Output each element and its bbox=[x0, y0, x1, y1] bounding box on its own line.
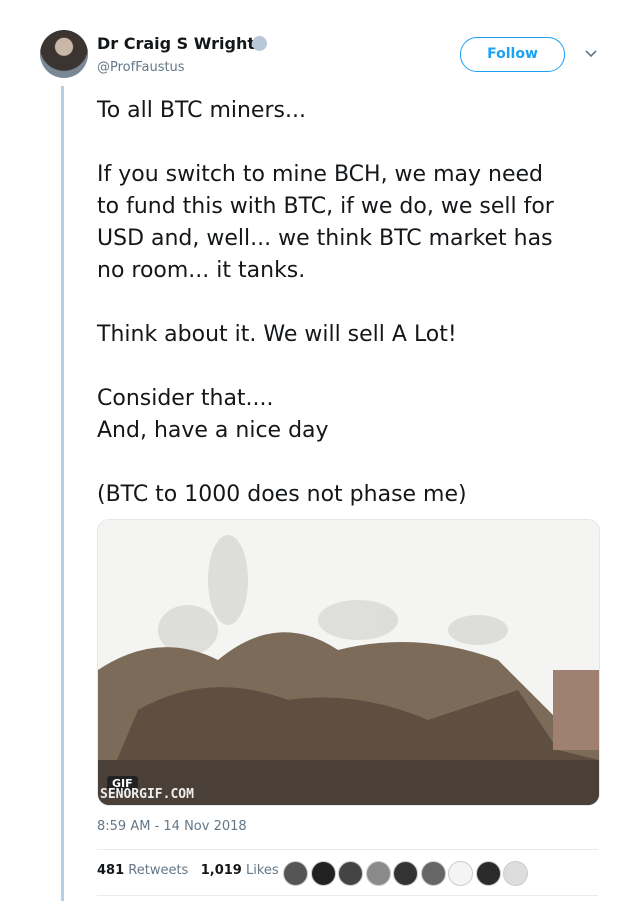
liker-avatar[interactable] bbox=[475, 861, 501, 886]
tweet-line: USD and, well... we think BTC market has bbox=[97, 226, 553, 251]
tweet-line: If you switch to mine BCH, we may need bbox=[97, 162, 543, 187]
gif-badge: GIF bbox=[107, 776, 138, 791]
gif-media[interactable] bbox=[97, 519, 600, 806]
liker-avatar[interactable] bbox=[503, 861, 528, 886]
watermark: SENORGIF.COM bbox=[100, 787, 194, 802]
liker-avatar[interactable] bbox=[393, 861, 418, 886]
author-name[interactable]: Dr Craig S Wright bbox=[97, 34, 256, 53]
thread-line bbox=[61, 86, 64, 901]
timestamp[interactable]: 8:59 AM - 14 Nov 2018 bbox=[97, 819, 247, 834]
tweet-line: no room... it tanks. bbox=[97, 258, 306, 283]
tweet-line: And, have a nice day bbox=[97, 418, 329, 443]
divider bbox=[97, 895, 598, 896]
verified-badge bbox=[252, 36, 267, 51]
tweet-line: To all BTC miners... bbox=[97, 98, 306, 123]
tweet-line: Consider that.... bbox=[97, 386, 274, 411]
liker-avatar[interactable] bbox=[448, 861, 473, 886]
avatar[interactable] bbox=[40, 30, 88, 78]
author-handle[interactable]: @ProfFaustus bbox=[97, 60, 185, 75]
like-label[interactable]: Likes bbox=[246, 863, 279, 878]
liker-avatar[interactable] bbox=[310, 861, 336, 886]
tweet-line: Think about it. We will sell A Lot! bbox=[97, 322, 457, 347]
tweet-line: to fund this with BTC, if we do, we sell… bbox=[97, 194, 554, 219]
divider bbox=[97, 849, 598, 850]
liker-avatar[interactable] bbox=[338, 861, 363, 886]
retweet-count[interactable]: 481 bbox=[97, 863, 125, 878]
tweet-line: (BTC to 1000 does not phase me) bbox=[97, 482, 467, 507]
liker-avatar[interactable] bbox=[283, 861, 308, 886]
gif-frame bbox=[98, 520, 599, 805]
engagement-stats: 481 Retweets 1,019 Likes bbox=[97, 863, 279, 878]
liker-avatar[interactable] bbox=[365, 861, 391, 886]
retweet-label[interactable]: Retweets bbox=[128, 863, 189, 878]
follow-button[interactable]: Follow bbox=[460, 37, 565, 72]
menu-chevron[interactable] bbox=[584, 47, 598, 61]
like-count[interactable]: 1,019 bbox=[200, 863, 242, 878]
liker-avatar[interactable] bbox=[420, 861, 446, 886]
